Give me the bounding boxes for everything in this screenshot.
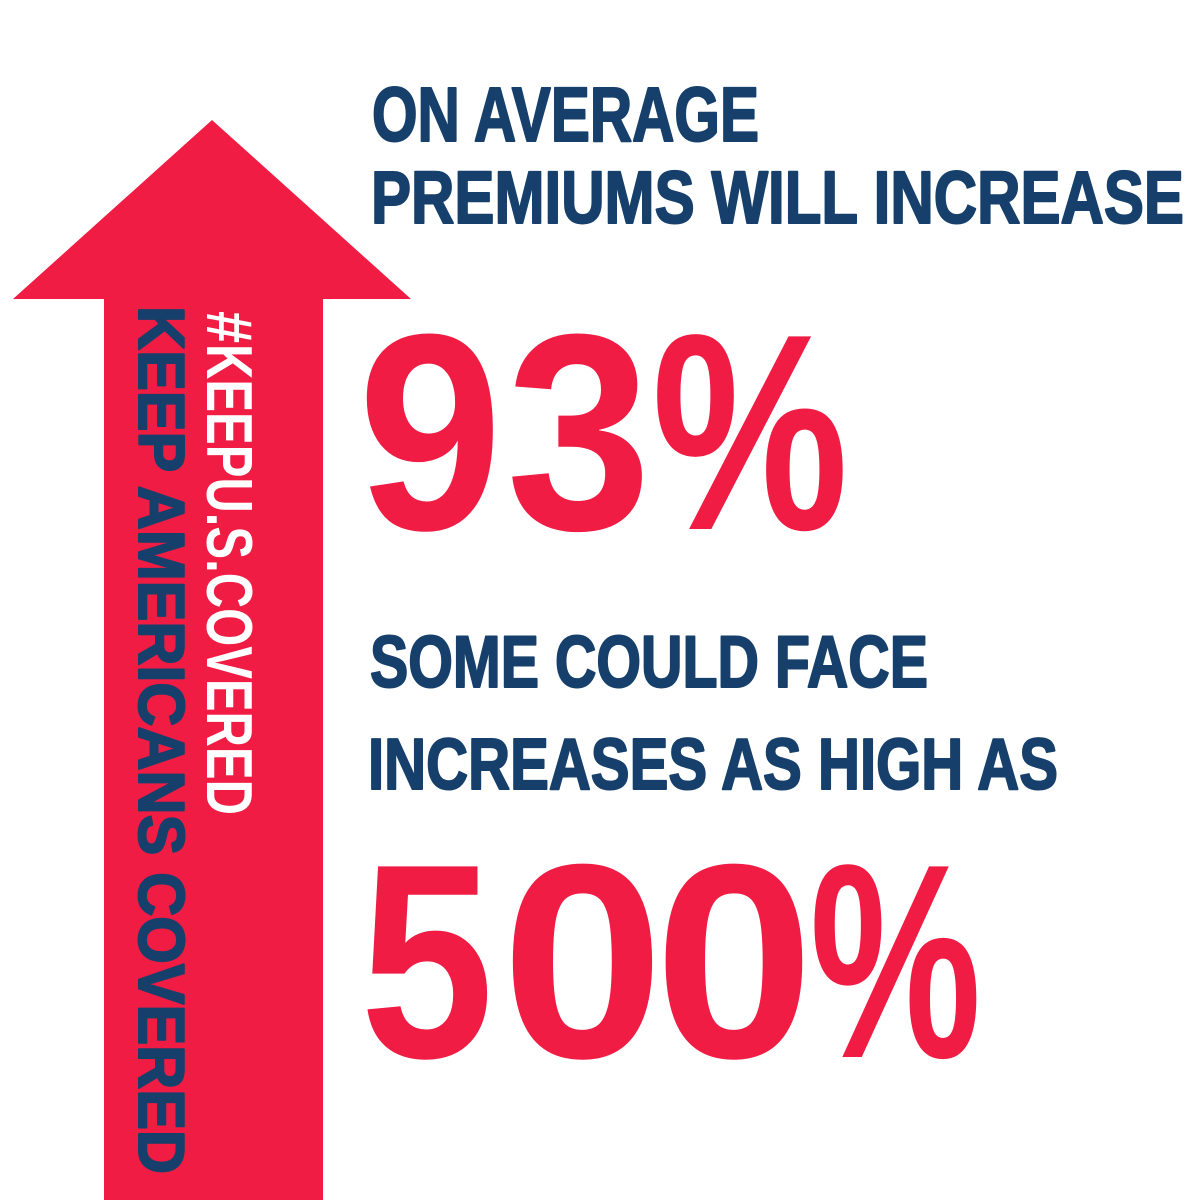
svg-text:5: 5 bbox=[360, 806, 494, 1116]
svg-text:SOME COULD FACE: SOME COULD FACE bbox=[370, 622, 928, 703]
svg-text:3: 3 bbox=[506, 277, 651, 589]
svg-text:%: % bbox=[652, 277, 849, 589]
svg-text:PREMIUMS WILL INCREASE: PREMIUMS WILL INCREASE bbox=[371, 156, 1184, 239]
svg-text:#: # bbox=[193, 311, 266, 343]
svg-text:9: 9 bbox=[358, 277, 503, 589]
svg-text:INCREASES AS HIGH AS: INCREASES AS HIGH AS bbox=[368, 725, 1058, 805]
svg-text:0: 0 bbox=[501, 806, 664, 1116]
svg-text:0: 0 bbox=[654, 806, 814, 1116]
svg-text:ON AVERAGE: ON AVERAGE bbox=[372, 72, 759, 158]
svg-text:%: % bbox=[810, 806, 982, 1116]
svg-text:KEEP AMERICANS COVERED: KEEP AMERICANS COVERED bbox=[125, 306, 198, 1174]
svg-text:KEEPU.S.COVERED: KEEPU.S.COVERED bbox=[193, 344, 266, 815]
